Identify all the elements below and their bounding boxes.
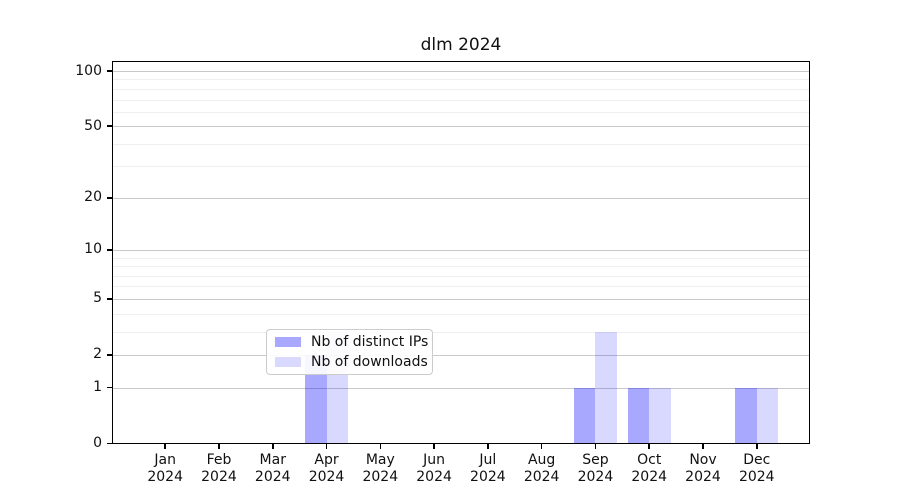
y-tick-mark	[107, 298, 112, 300]
x-tick-label: Feb 2024	[201, 452, 237, 485]
gridline-minor	[112, 143, 810, 145]
legend-label-downloads: Nb of downloads	[311, 354, 428, 370]
x-tick-mark	[218, 444, 220, 449]
legend-swatch-distinct-ips	[275, 337, 301, 347]
gridline-minor	[112, 266, 810, 268]
legend-item-downloads: Nb of downloads	[275, 352, 428, 372]
x-tick-label: Jun 2024	[416, 452, 452, 485]
y-tick-mark	[107, 354, 112, 356]
bar-downloads-oct	[649, 387, 671, 444]
gridline-minor	[112, 313, 810, 315]
gridline-minor	[112, 99, 810, 101]
gridline-minor	[112, 286, 810, 288]
y-tick-mark	[107, 125, 112, 127]
gridline-major	[112, 71, 810, 73]
bar-downloads-sep	[595, 331, 617, 444]
legend-swatch-downloads	[275, 357, 301, 367]
x-tick-label: Nov 2024	[685, 452, 721, 485]
gridline-minor	[112, 79, 810, 81]
gridline-minor	[112, 88, 810, 90]
x-tick-mark	[325, 444, 328, 449]
x-tick-label: May 2024	[362, 452, 399, 485]
gridline-major	[112, 197, 810, 199]
gridline-minor	[112, 331, 810, 333]
x-tick-mark	[433, 444, 435, 449]
gridline-minor	[112, 166, 810, 168]
x-tick-mark	[164, 444, 166, 449]
y-tick-label: 5	[93, 290, 102, 307]
y-tick-mark	[107, 442, 112, 445]
plot-area: 0 1 2 5 10 20 50 100 Jan 2024 Feb 2024 Mar 2024 Apr…	[75, 61, 810, 485]
y-tick-label: 0	[93, 435, 102, 451]
y-tick-mark	[107, 70, 112, 72]
gridline-major	[112, 126, 810, 128]
bar-distinct-ips-dec	[735, 387, 757, 444]
bar-distinct-ips-sep	[573, 387, 596, 444]
x-tick-label: Jul 2024	[470, 452, 506, 485]
gridline-minor	[112, 257, 810, 259]
y-tick-mark	[107, 249, 112, 251]
x-tick-mark	[487, 444, 489, 449]
legend-label-distinct-ips: Nb of distinct IPs	[311, 334, 429, 350]
gridline-major	[112, 249, 810, 251]
x-tick-label: Mar 2024	[254, 452, 291, 485]
x-tick-label: Dec 2024	[738, 452, 775, 485]
bar-distinct-ips-oct	[627, 387, 650, 444]
x-tick-label: Jan 2024	[147, 452, 183, 485]
legend: Nb of distinct IPs Nb of downloads	[266, 329, 433, 375]
y-tick-label: 10	[84, 241, 102, 258]
gridline-major	[112, 354, 810, 356]
legend-item-distinct-ips: Nb of distinct IPs	[275, 332, 428, 352]
x-tick-label: Sep 2024	[577, 452, 614, 485]
bar-distinct-ips-apr	[305, 354, 327, 444]
gridline-minor	[112, 275, 810, 277]
chart-title: dlm 2024	[420, 35, 502, 55]
gridline-major	[112, 298, 810, 300]
y-tick-mark	[107, 386, 112, 389]
x-tick-mark	[702, 444, 704, 449]
x-tick-mark	[756, 444, 758, 449]
x-tick-mark	[594, 444, 597, 449]
gridline-minor	[112, 111, 810, 113]
x-tick-mark	[379, 444, 382, 449]
x-tick-label: Oct 2024	[631, 452, 668, 485]
x-tick-mark	[648, 444, 650, 449]
gridline-major	[112, 387, 810, 389]
y-tick-label: 100	[75, 62, 102, 79]
y-tick-label: 2	[93, 346, 102, 363]
x-tick-mark	[540, 444, 543, 449]
y-tick-mark	[107, 197, 112, 199]
y-tick-label: 50	[84, 117, 102, 134]
x-tick-label: Apr 2024	[308, 452, 345, 485]
x-tick-mark	[272, 444, 274, 449]
y-tick-label: 1	[93, 379, 102, 396]
y-tick-label: 20	[84, 189, 102, 206]
bar-downloads-dec	[756, 387, 779, 444]
x-tick-label: Aug 2024	[523, 452, 560, 485]
